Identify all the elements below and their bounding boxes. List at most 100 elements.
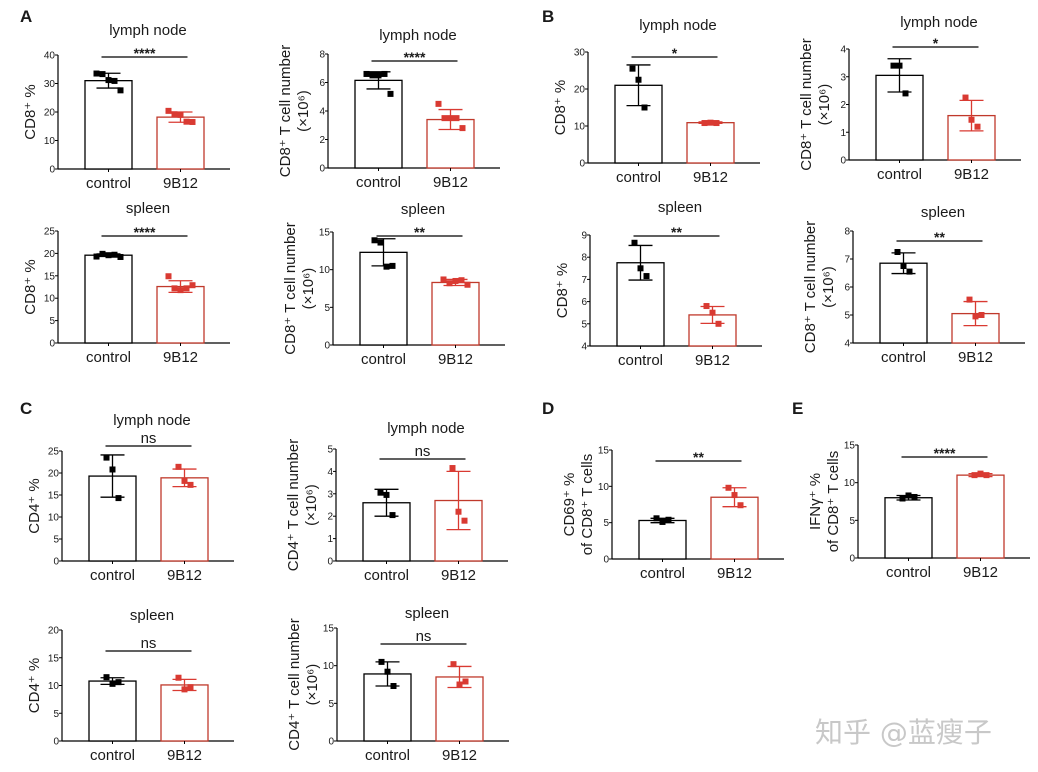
chart-title: spleen [126,200,170,217]
bar-chart: 0 5 10 15 CD8⁺ T cell number (×10⁶) spleen cont… [282,201,505,368]
y-tick-label: 6 [581,297,587,308]
panel-label: A [20,7,32,26]
y-axis-label: CD8⁺ % [552,80,569,135]
data-point [387,90,394,97]
bar-9B12 [956,474,1005,559]
bar-control [84,254,133,344]
y-tick-label: 4 [840,45,846,56]
bar-chart: 0 10 20 30 CD8⁺ % lymph node control 9B12 * [552,17,760,186]
data-point [455,508,462,515]
significance-label: ns [141,635,157,652]
y-tick-label: 20 [48,469,60,480]
bar-chart: 0 1 2 3 4 CD8⁺ T cell number (×10⁶) lymph node c… [798,14,1021,183]
y-tick-label: 0 [327,557,333,568]
data-point [461,517,468,524]
x-tick-label: control [86,175,131,192]
chart-title: lymph node [387,420,465,437]
x-tick-label: 9B12 [954,166,989,183]
data-point [977,470,984,477]
y-tick-label: 40 [44,51,56,62]
y-tick-label: 3 [840,72,846,83]
y-tick-label: 5 [581,319,587,330]
x-tick-label: 9B12 [167,567,202,584]
data-point [641,104,648,111]
data-point [181,686,188,693]
chart-title: lymph node [900,14,978,31]
y-tick-label: 20 [48,626,60,637]
data-point [450,661,457,668]
data-point [452,277,459,284]
data-point [899,495,906,502]
bar-control [84,80,133,170]
y-tick-label: 15 [319,228,331,239]
y-axis-label: CD4⁺ % [26,478,43,533]
data-point [643,273,650,280]
significance-label: * [933,35,939,51]
significance-label: ns [416,628,432,645]
x-tick-label: 9B12 [958,349,993,366]
significance-label: ** [934,229,945,245]
data-point [181,477,188,484]
data-point [659,518,666,525]
y-tick-label: 2 [840,100,846,111]
data-point [389,262,396,269]
y-axis-label: CD4⁺ T cell number [285,439,302,571]
x-tick-label: 9B12 [695,352,730,369]
y-axis-label: CD8⁺ T cell number [798,38,815,170]
x-tick-label: 9B12 [693,169,728,186]
data-point [183,285,190,292]
bar-chart: 0 1 2 3 4 5 CD4⁺ T cell number (×10⁶) lymph node… [285,420,508,584]
data-point [390,683,397,690]
panel-label: B [542,7,554,26]
x-tick-label: 9B12 [167,747,202,764]
data-point [117,87,124,94]
data-point [900,263,907,269]
bar-chart: 0 5 10 15 20 25 CD4⁺ % lymph node control 9B12 ns [26,412,234,584]
data-point [381,70,388,77]
y-tick-label: 15 [323,624,335,635]
data-point [171,111,178,118]
significance-label: ns [415,443,431,460]
y-axis-label: (×10⁶) [820,266,837,308]
data-point [435,100,442,107]
data-point [462,678,469,685]
y-tick-label: 5 [49,316,55,327]
y-axis-label: CD4⁺ % [26,658,43,713]
data-point [384,668,391,675]
x-tick-label: control [877,166,922,183]
y-tick-label: 15 [48,491,60,502]
data-point [378,658,385,665]
chart-title: lymph node [379,27,457,44]
chart-title: spleen [658,199,702,216]
data-point [177,287,184,294]
data-point [447,115,454,122]
chart-title: spleen [405,605,449,622]
data-point [375,72,382,79]
data-point [725,484,732,491]
data-point [446,280,453,287]
data-point [911,493,918,500]
data-point [709,309,716,316]
data-point [449,465,456,472]
data-point [459,125,466,132]
y-tick-label: 25 [48,447,60,458]
y-tick-label: 10 [44,136,56,147]
y-tick-label: 5 [53,709,59,720]
y-tick-label: 1 [840,128,846,139]
bar-9B12 [160,477,209,562]
data-point [983,472,990,479]
data-point [635,76,642,83]
y-tick-label: 25 [44,227,56,238]
bar-chart: 0 2 4 6 8 CD8⁺ T cell number (×10⁶) lymph node c… [277,27,500,191]
significance-label: **** [134,45,156,61]
data-point [115,679,122,686]
y-tick-label: 20 [44,108,56,119]
data-point [441,115,448,122]
x-tick-label: control [86,349,131,366]
x-tick-label: 9B12 [433,174,468,191]
x-tick-label: control [90,747,135,764]
data-point [165,107,172,114]
y-tick-label: 0 [840,156,846,167]
data-point [703,303,710,310]
data-point [175,674,182,681]
